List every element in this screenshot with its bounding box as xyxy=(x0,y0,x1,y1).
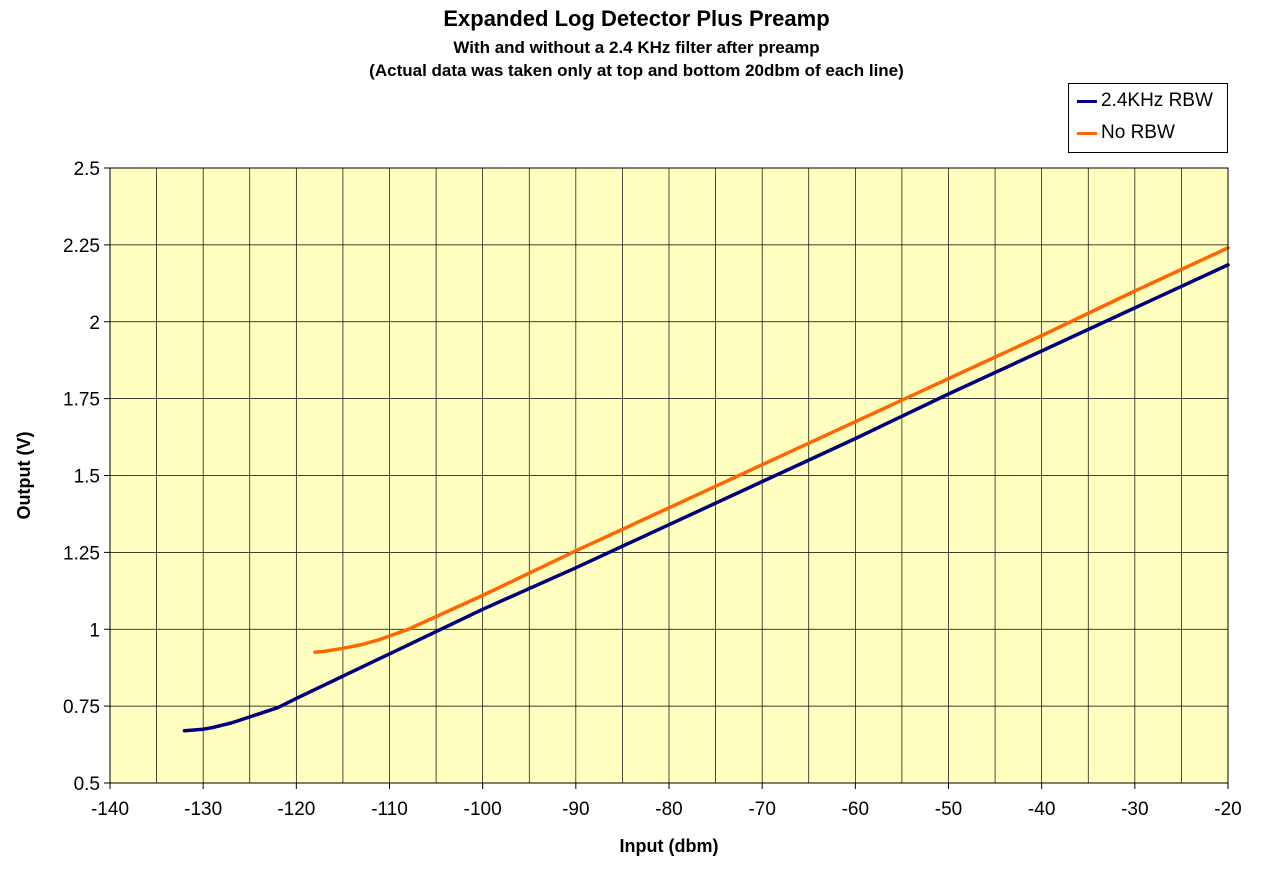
y-tick-label: 1.25 xyxy=(63,543,100,564)
legend-swatch-series-2 xyxy=(1077,131,1097,135)
legend-item-series-2: No RBW xyxy=(1077,122,1175,144)
x-tick-label: -30 xyxy=(1121,799,1148,820)
x-tick-label: -50 xyxy=(935,799,962,820)
x-tick-label: -140 xyxy=(91,799,129,820)
legend-label-series-2: No RBW xyxy=(1101,122,1175,143)
x-tick-label: -70 xyxy=(748,799,775,820)
legend-item-series-1: 2.4KHz RBW xyxy=(1077,90,1213,112)
y-tick-label: 1 xyxy=(89,620,100,641)
x-tick-label: -130 xyxy=(184,799,222,820)
x-tick-label: -100 xyxy=(464,799,502,820)
x-tick-label: -20 xyxy=(1214,799,1241,820)
y-axis-title: Output (V) xyxy=(14,432,34,520)
chart-subtitle-1: With and without a 2.4 KHz filter after … xyxy=(453,38,820,57)
x-tick-label: -90 xyxy=(562,799,589,820)
y-tick-label: 2.25 xyxy=(63,236,100,257)
y-tick-label: 0.5 xyxy=(74,774,100,795)
y-tick-label: 1.5 xyxy=(74,467,100,488)
x-tick-label: -60 xyxy=(842,799,869,820)
y-tick-label: 2 xyxy=(89,313,100,334)
series-layer xyxy=(182,246,1230,733)
legend-label-series-1: 2.4KHz RBW xyxy=(1101,90,1213,111)
y-tick-label: 2.5 xyxy=(74,159,100,180)
y-axis: 0.5 0.75 1 1.25 1.5 1.75 2 2.25 2.5 xyxy=(63,159,110,795)
chart-title: Expanded Log Detector Plus Preamp xyxy=(443,6,830,31)
series-line-2 xyxy=(313,246,1230,655)
chart-subtitle-2: (Actual data was taken only at top and b… xyxy=(369,61,904,80)
legend-swatch-series-1 xyxy=(1077,99,1097,103)
legend: 2.4KHz RBW No RBW xyxy=(1068,83,1228,153)
x-tick-label: -80 xyxy=(655,799,682,820)
y-tick-label: 1.75 xyxy=(63,390,100,411)
series-line-1 xyxy=(182,263,1230,733)
x-tick-label: -120 xyxy=(277,799,315,820)
x-axis-title: Input (dbm) xyxy=(620,836,719,856)
x-tick-label: -40 xyxy=(1028,799,1055,820)
grid-lines xyxy=(109,167,1229,784)
x-axis: -140 -130 -120 -110 -100 -90 -80 -70 -60 -50 -40 -3… xyxy=(91,783,1242,820)
y-tick-label: 0.75 xyxy=(63,697,100,718)
x-tick-label: -110 xyxy=(371,799,408,820)
